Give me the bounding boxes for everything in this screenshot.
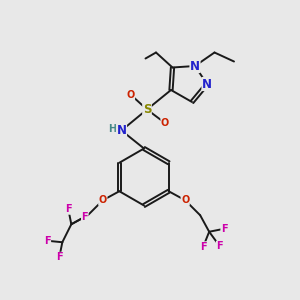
Text: N: N — [190, 59, 200, 73]
Text: O: O — [126, 89, 135, 100]
Text: N: N — [116, 124, 127, 137]
Text: F: F — [200, 242, 206, 252]
Text: F: F — [221, 224, 227, 234]
Text: O: O — [161, 118, 169, 128]
Text: F: F — [56, 252, 63, 262]
Text: F: F — [82, 212, 88, 222]
Text: F: F — [44, 236, 51, 246]
Text: F: F — [216, 241, 223, 251]
Text: O: O — [99, 195, 107, 205]
Text: N: N — [202, 77, 212, 91]
Text: S: S — [143, 103, 151, 116]
Text: O: O — [181, 195, 189, 205]
Text: H: H — [108, 124, 116, 134]
Text: F: F — [65, 204, 72, 214]
